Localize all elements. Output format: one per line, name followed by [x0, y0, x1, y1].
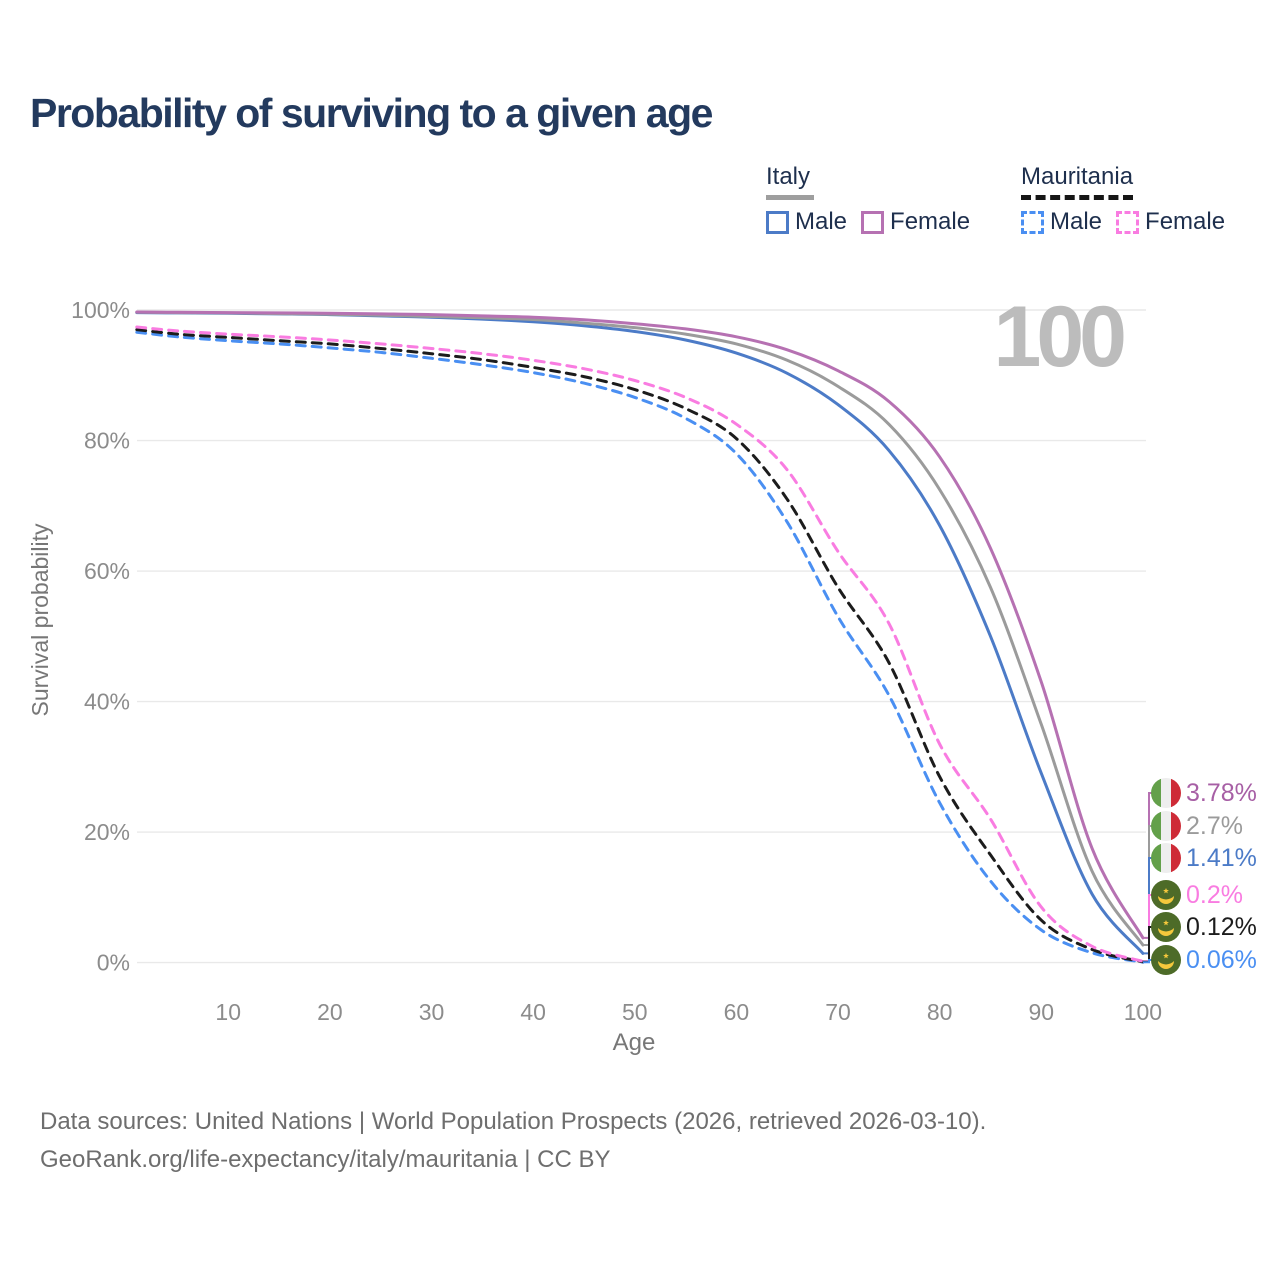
y-tick-label: 0% [97, 950, 130, 976]
x-tick-label: 20 [317, 999, 343, 1025]
series-line-mauritania-male[interactable] [135, 330, 1145, 964]
legend-label-italy-male: Male [795, 208, 848, 235]
x-tick-label: 90 [1028, 999, 1054, 1025]
legend-item-mauritania-male[interactable]: Male [1021, 208, 1102, 236]
italy-flag-icon [1151, 811, 1181, 841]
italy-flag-icon [1151, 778, 1181, 808]
y-tick-label: 100% [71, 297, 130, 323]
y-tick-label: 60% [84, 558, 130, 584]
footer: Data sources: United Nations | World Pop… [40, 1103, 986, 1179]
age-counter-watermark: 100 [993, 289, 1128, 385]
x-tick-label: 10 [215, 999, 241, 1025]
legend-group-italy: Italy Male Female [766, 163, 970, 236]
mauritania-flag-icon [1151, 945, 1181, 975]
legend-title-mauritania: Mauritania [1021, 163, 1134, 200]
legend-item-italy-female[interactable]: Female [861, 208, 970, 236]
legend-title-italy: Italy [766, 163, 814, 200]
mauritania-flag-icon [1151, 912, 1181, 942]
end-value-label-mauritania-both-sexes: 0.12% [1186, 913, 1257, 941]
mauritania-male-swatch-icon [1021, 210, 1044, 234]
italy-male-swatch-icon [766, 210, 789, 234]
italy-flag-icon [1151, 843, 1181, 873]
series-line-mauritania-both-sexes[interactable] [135, 328, 1145, 964]
footer-data-sources: Data sources: United Nations | World Pop… [40, 1108, 987, 1135]
x-tick-label: 30 [419, 999, 445, 1025]
legend-label-mauritania-male: Male [1050, 208, 1103, 235]
y-tick-label: 20% [84, 819, 130, 845]
x-tick-label: 40 [520, 999, 546, 1025]
legend-group-mauritania: Mauritania Male Female [1021, 163, 1225, 236]
x-axis-title: Age [613, 1029, 656, 1056]
series-line-mauritania-female[interactable] [135, 325, 1145, 963]
mauritania-female-swatch-icon [1116, 210, 1140, 234]
x-tick-label: 100 [1124, 999, 1162, 1025]
legend-label-italy-female: Female [890, 208, 971, 235]
footer-link-line: GeoRank.org/life-expectancy/italy/maurit… [40, 1146, 611, 1173]
end-value-label-mauritania-male: 0.06% [1186, 946, 1257, 974]
y-tick-label: 80% [84, 428, 130, 454]
end-value-label-italy-both-sexes: 2.7% [1186, 812, 1243, 840]
y-tick-label: 40% [84, 689, 130, 715]
legend-label-mauritania-female: Female [1145, 208, 1226, 235]
series-line-italy-female[interactable] [135, 310, 1145, 940]
end-value-label-mauritania-female: 0.2% [1186, 881, 1243, 909]
legend-item-italy-male[interactable]: Male [766, 208, 847, 236]
end-value-label-italy-male: 1.41% [1186, 844, 1257, 872]
end-value-label-italy-female: 3.78% [1186, 779, 1257, 807]
mauritania-flag-icon [1151, 880, 1181, 910]
italy-female-swatch-icon [861, 210, 885, 234]
x-tick-label: 60 [724, 999, 750, 1025]
series-line-italy-both-sexes[interactable] [135, 310, 1145, 947]
x-tick-label: 70 [825, 999, 851, 1025]
chart-title: Probability of surviving to a given age [30, 90, 713, 136]
legend-item-mauritania-female[interactable]: Female [1116, 208, 1225, 236]
x-tick-label: 80 [927, 999, 953, 1025]
y-axis-title: Survival probability [27, 523, 53, 717]
x-tick-label: 50 [622, 999, 648, 1025]
